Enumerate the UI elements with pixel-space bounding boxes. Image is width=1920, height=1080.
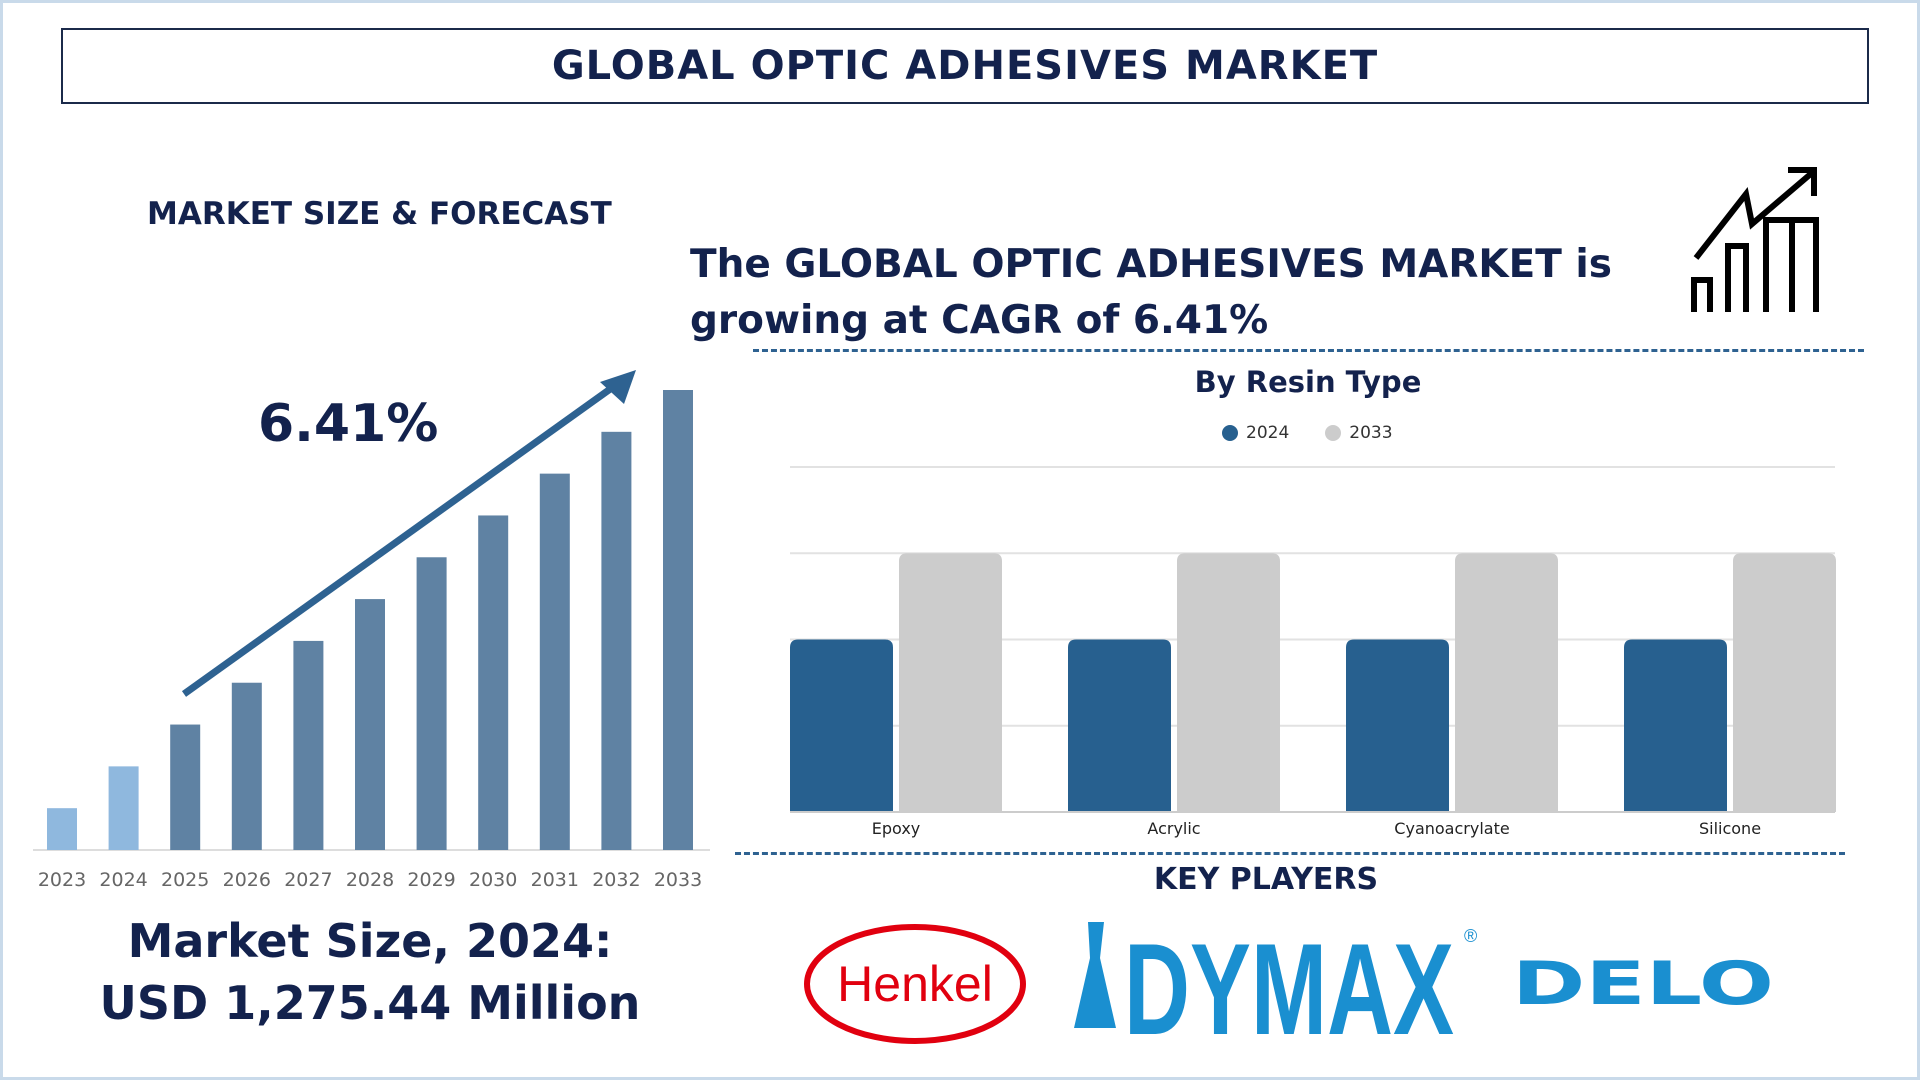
bar-Acrylic-2024 <box>1068 639 1171 812</box>
legend-label-2033: 2033 <box>1349 423 1393 443</box>
bar-2031 <box>539 473 570 850</box>
growth-chart-icon <box>1691 167 1819 312</box>
bar-2030 <box>478 515 509 850</box>
bar-Cyanoacrylate-2033 <box>1455 553 1558 812</box>
svg-text:®: ® <box>1464 926 1477 946</box>
bar-2032 <box>601 431 632 850</box>
year-label: 2029 <box>407 869 456 891</box>
year-label: 2031 <box>530 869 579 891</box>
page-title: GLOBAL OPTIC ADHESIVES MARKET <box>551 43 1379 89</box>
bar-2027 <box>293 640 324 850</box>
growth-arrow <box>181 379 623 697</box>
market-size-line1: Market Size, 2024: <box>127 914 613 968</box>
svg-text:Henkel: Henkel <box>837 956 993 1012</box>
henkel-logo: Henkel <box>804 924 1026 1044</box>
legend-label-2024: 2024 <box>1246 423 1290 443</box>
divider <box>735 852 1845 855</box>
headline: The GLOBAL OPTIC ADHESIVES MARKET is gro… <box>690 237 1612 349</box>
resin-type-chart <box>790 466 1836 813</box>
year-label: 2030 <box>469 869 518 891</box>
key-players-title: KEY PLAYERS <box>1153 862 1379 897</box>
bar-2029 <box>416 557 447 850</box>
bar-2033 <box>663 390 693 850</box>
bar-Cyanoacrylate-2024 <box>1346 639 1449 812</box>
bar-2024 <box>108 766 139 850</box>
bar-2028 <box>355 599 385 850</box>
year-label: 2032 <box>592 869 641 891</box>
legend-swatch-2033 <box>1325 425 1342 441</box>
bar-Epoxy-2033 <box>899 553 1002 812</box>
dymax-logo: DYMAX ® <box>1074 918 1477 1044</box>
category-label: Silicone <box>1698 819 1762 838</box>
bar-Silicone-2033 <box>1733 553 1836 812</box>
legend: 2024 2033 <box>1222 423 1393 443</box>
year-label: 2024 <box>99 869 148 891</box>
cagr-label: 6.41% <box>258 394 439 454</box>
bar-2023 <box>47 808 77 850</box>
market-size: Market Size, 2024: USD 1,275.44 Million <box>0 910 740 1034</box>
year-label: 2027 <box>284 869 333 891</box>
legend-swatch-2024 <box>1222 425 1238 441</box>
category-label: Acrylic <box>1147 819 1201 838</box>
category-label: Epoxy <box>871 819 921 838</box>
market-forecast-chart <box>33 370 710 851</box>
headline-line2: growing at CAGR of 6.41% <box>690 298 1269 343</box>
year-label: 2028 <box>345 869 395 891</box>
resin-chart-title: By Resin Type <box>1194 365 1422 399</box>
bar-Acrylic-2033 <box>1177 553 1280 812</box>
year-label: 2025 <box>161 869 210 891</box>
year-label: 2026 <box>222 869 271 891</box>
svg-text:DYMAX: DYMAX <box>1124 918 1454 1044</box>
market-size-forecast-title: MARKET SIZE & FORECAST <box>147 196 612 232</box>
title-box: GLOBAL OPTIC ADHESIVES MARKET <box>61 28 1869 104</box>
bar-2026 <box>231 682 262 850</box>
delo-logo: DELO <box>1512 950 1774 1012</box>
divider <box>753 349 1864 352</box>
headline-line1: The GLOBAL OPTIC ADHESIVES MARKET is <box>690 242 1612 287</box>
year-label: 2023 <box>37 869 87 891</box>
bar-Silicone-2024 <box>1624 639 1727 812</box>
bar-Epoxy-2024 <box>790 639 893 812</box>
growth-arrow-head <box>600 370 636 404</box>
svg-text:DELO: DELO <box>1512 950 1774 1012</box>
bar-2025 <box>170 724 201 850</box>
year-label: 2033 <box>653 869 703 891</box>
market-size-line2: USD 1,275.44 Million <box>99 976 641 1030</box>
category-label: Cyanoacrylate <box>1394 819 1510 838</box>
